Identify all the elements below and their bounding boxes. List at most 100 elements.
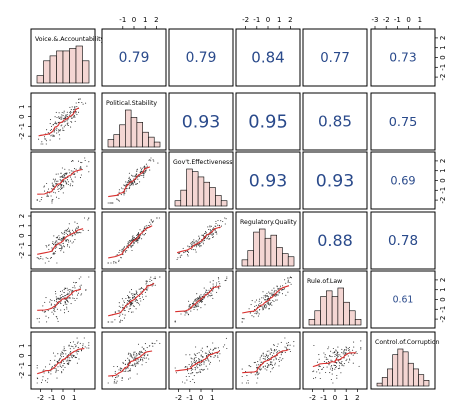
scatter-point: [123, 302, 125, 304]
scatter-point: [148, 159, 150, 161]
scatter-point: [82, 229, 84, 231]
scatter-point: [69, 297, 71, 299]
scatter-point: [68, 363, 70, 366]
scatter-point: [115, 262, 117, 264]
scatter-point: [270, 362, 272, 364]
scatter-point: [194, 306, 196, 308]
scatter-point: [267, 301, 269, 303]
scatter-point: [72, 160, 74, 162]
scatter-point: [44, 301, 46, 303]
scatter-point: [46, 321, 48, 323]
scatter-point: [145, 229, 147, 231]
scatter-point: [246, 382, 248, 384]
scatter-point: [77, 292, 79, 294]
scatter-point: [118, 252, 120, 254]
scatter-point: [270, 361, 272, 363]
scatter-point: [77, 341, 79, 343]
scatter-point: [60, 309, 62, 311]
scatter-point: [214, 231, 216, 233]
scatter-point: [107, 202, 109, 204]
scatter-point: [62, 296, 64, 298]
scatter-point: [271, 364, 273, 367]
scatter-point: [135, 364, 137, 366]
scatter-point: [281, 351, 284, 353]
scatter-point: [199, 242, 201, 244]
scatter-point: [63, 309, 65, 311]
scatter-point: [317, 369, 320, 371]
scatter-point: [44, 366, 47, 368]
scatter-point: [212, 233, 214, 235]
scatter-point: [330, 350, 332, 352]
axis-tick-label: -2: [439, 197, 447, 204]
scatter-point: [275, 294, 277, 296]
axis-tick-label: 2: [18, 214, 26, 218]
scatter-point: [76, 362, 78, 364]
histogram-bar: [264, 237, 272, 267]
scatter-point: [214, 229, 216, 232]
scatter-point: [196, 372, 198, 374]
scatter-point: [334, 365, 337, 367]
scatter-point: [52, 352, 55, 354]
scatter-point: [53, 135, 56, 137]
scatter-point: [241, 321, 243, 323]
scatter-point: [117, 375, 119, 377]
scatter-point: [80, 276, 82, 278]
scatter-point: [62, 185, 64, 187]
panel-5-3: [235, 331, 301, 390]
scatter-point: [61, 246, 63, 248]
scatter-point: [217, 355, 219, 357]
scatter-point: [63, 129, 65, 132]
scatter-point: [40, 199, 42, 201]
scatter-point: [143, 234, 145, 236]
correlation-value: 0.79: [119, 50, 150, 66]
histogram-bar: [49, 55, 57, 84]
scatter-point: [57, 180, 59, 182]
scatter-point: [74, 234, 76, 236]
scatter-point: [202, 294, 204, 296]
scatter-point: [88, 347, 90, 349]
scatter-point: [356, 352, 358, 355]
axis-tick-label: 0: [199, 394, 203, 402]
scatter-point: [118, 302, 120, 304]
scatter-point: [141, 358, 144, 360]
scatter-point: [47, 257, 49, 259]
scatter-point: [329, 355, 331, 357]
histogram-bar: [376, 382, 383, 387]
axis-tick-label: 0: [439, 55, 447, 59]
scatter-point: [271, 363, 273, 365]
scatter-point: [265, 353, 267, 355]
scatter-point: [290, 283, 292, 285]
scatter-point: [190, 310, 192, 312]
scatter-point: [273, 292, 275, 294]
scatter-point: [250, 304, 252, 306]
panel-2-0: [30, 151, 96, 210]
variable-label: Control.of.Corruption: [375, 339, 440, 346]
scatter-point: [207, 359, 209, 361]
scatter-point: [50, 370, 52, 372]
scatter-point: [129, 179, 132, 181]
scatter-point: [199, 296, 201, 298]
scatter-point: [60, 187, 62, 189]
scatter-point: [198, 237, 200, 239]
scatter-point: [268, 308, 270, 310]
scatter-point: [139, 175, 141, 177]
scatter-point: [71, 117, 73, 120]
scatter-point: [260, 301, 263, 303]
axis-tick-label: 1: [439, 287, 447, 291]
scatter-point: [335, 349, 337, 351]
scatter-point: [38, 138, 40, 140]
scatter-point: [76, 294, 79, 296]
scatter-point: [75, 112, 77, 114]
scatter-point: [135, 308, 137, 310]
scatter-point: [61, 124, 63, 126]
scatter-point: [77, 160, 80, 162]
scatter-point: [64, 303, 66, 305]
scatter-point: [332, 382, 334, 384]
scatter-point: [224, 223, 226, 225]
scatter-point: [130, 355, 132, 357]
scatter-point: [60, 362, 62, 364]
scatter-point: [136, 239, 138, 241]
scatter-point: [123, 247, 125, 249]
smooth-line: [175, 350, 220, 372]
scatter-point: [260, 361, 262, 363]
